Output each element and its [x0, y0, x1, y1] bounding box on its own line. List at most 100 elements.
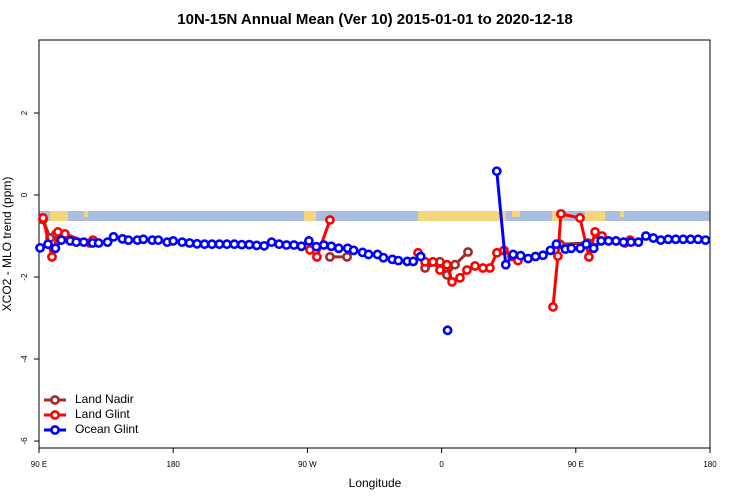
legend-marker: [50, 395, 60, 405]
point: [325, 252, 335, 262]
y-tick-label: -2: [20, 273, 29, 281]
point: [618, 237, 629, 248]
point: [378, 252, 389, 263]
point: [342, 252, 352, 262]
point: [326, 241, 337, 252]
point: [435, 265, 445, 275]
point: [50, 243, 61, 254]
x-tick-label: 90 E: [568, 460, 584, 469]
point: [78, 237, 89, 248]
point: [236, 239, 247, 250]
point: [259, 240, 270, 251]
x-tick-label: 180: [167, 460, 181, 469]
point: [530, 251, 541, 262]
point: [266, 237, 277, 248]
x-axis-label: Longitude: [349, 476, 402, 490]
point: [447, 277, 457, 287]
y-tick-label: -6: [20, 437, 29, 445]
x-tick-label: 90 E: [31, 460, 47, 469]
point: [325, 215, 335, 225]
point: [281, 240, 292, 250]
point: [545, 245, 556, 256]
legend-marker: [50, 410, 60, 420]
point: [318, 240, 329, 250]
x-tick-label: 90 W: [298, 460, 317, 469]
point: [199, 239, 210, 250]
point: [93, 238, 104, 248]
point: [548, 302, 558, 312]
legend-label: Land Nadir: [75, 392, 134, 406]
point: [648, 233, 659, 243]
point: [229, 239, 240, 250]
point: [244, 239, 255, 250]
point: [274, 239, 284, 250]
point: [633, 237, 644, 248]
chart-title: 10N-15N Annual Mean (Ver 10) 2015-01-01 …: [177, 11, 572, 28]
point: [575, 213, 585, 223]
point: [102, 237, 113, 248]
point: [463, 247, 473, 257]
point: [500, 259, 511, 270]
point: [588, 243, 599, 254]
point: [693, 234, 703, 245]
point: [450, 259, 460, 270]
point: [138, 234, 149, 245]
legend-label: Ocean Glint: [75, 422, 139, 436]
point: [348, 245, 359, 256]
series-line: [41, 212, 631, 308]
point: [177, 237, 188, 248]
point: [35, 242, 45, 253]
point: [333, 243, 344, 254]
point: [455, 272, 465, 283]
point: [670, 234, 681, 245]
y-tick-label: 2: [20, 110, 29, 115]
point: [296, 241, 307, 252]
point: [415, 251, 426, 262]
point: [214, 239, 225, 250]
point: [153, 235, 164, 246]
point: [551, 239, 562, 250]
y-tick-label: -4: [20, 355, 29, 363]
point: [56, 235, 67, 246]
point: [485, 263, 495, 273]
point: [678, 234, 689, 245]
point: [700, 235, 711, 246]
point: [47, 252, 57, 262]
point: [581, 239, 592, 250]
point: [207, 239, 217, 250]
point: [470, 261, 480, 271]
point: [596, 236, 607, 246]
point: [566, 243, 577, 254]
point: [590, 227, 600, 237]
point: [515, 250, 526, 261]
x-tick-label: 180: [703, 460, 717, 469]
point: [523, 253, 533, 264]
point: [553, 251, 563, 261]
legend-marker: [50, 425, 60, 435]
point: [251, 240, 262, 251]
point: [312, 252, 322, 262]
legend-label: Land Glint: [75, 407, 130, 421]
point: [43, 239, 53, 250]
point: [363, 249, 374, 260]
point: [168, 236, 179, 246]
x-tick-label: 0: [439, 460, 444, 469]
point: [442, 259, 452, 270]
point: [428, 256, 438, 267]
point: [611, 236, 621, 246]
point: [123, 235, 134, 246]
point: [221, 239, 232, 250]
point: [442, 325, 453, 336]
point: [303, 236, 314, 246]
point: [640, 231, 651, 241]
point: [584, 252, 594, 262]
point: [393, 255, 404, 266]
point: [555, 208, 566, 219]
point: [663, 234, 674, 245]
point: [538, 250, 548, 261]
y-axis-label: XCO2 - MLO trend (ppm): [0, 177, 14, 312]
point: [462, 265, 472, 275]
point: [408, 256, 419, 267]
point: [38, 213, 48, 223]
